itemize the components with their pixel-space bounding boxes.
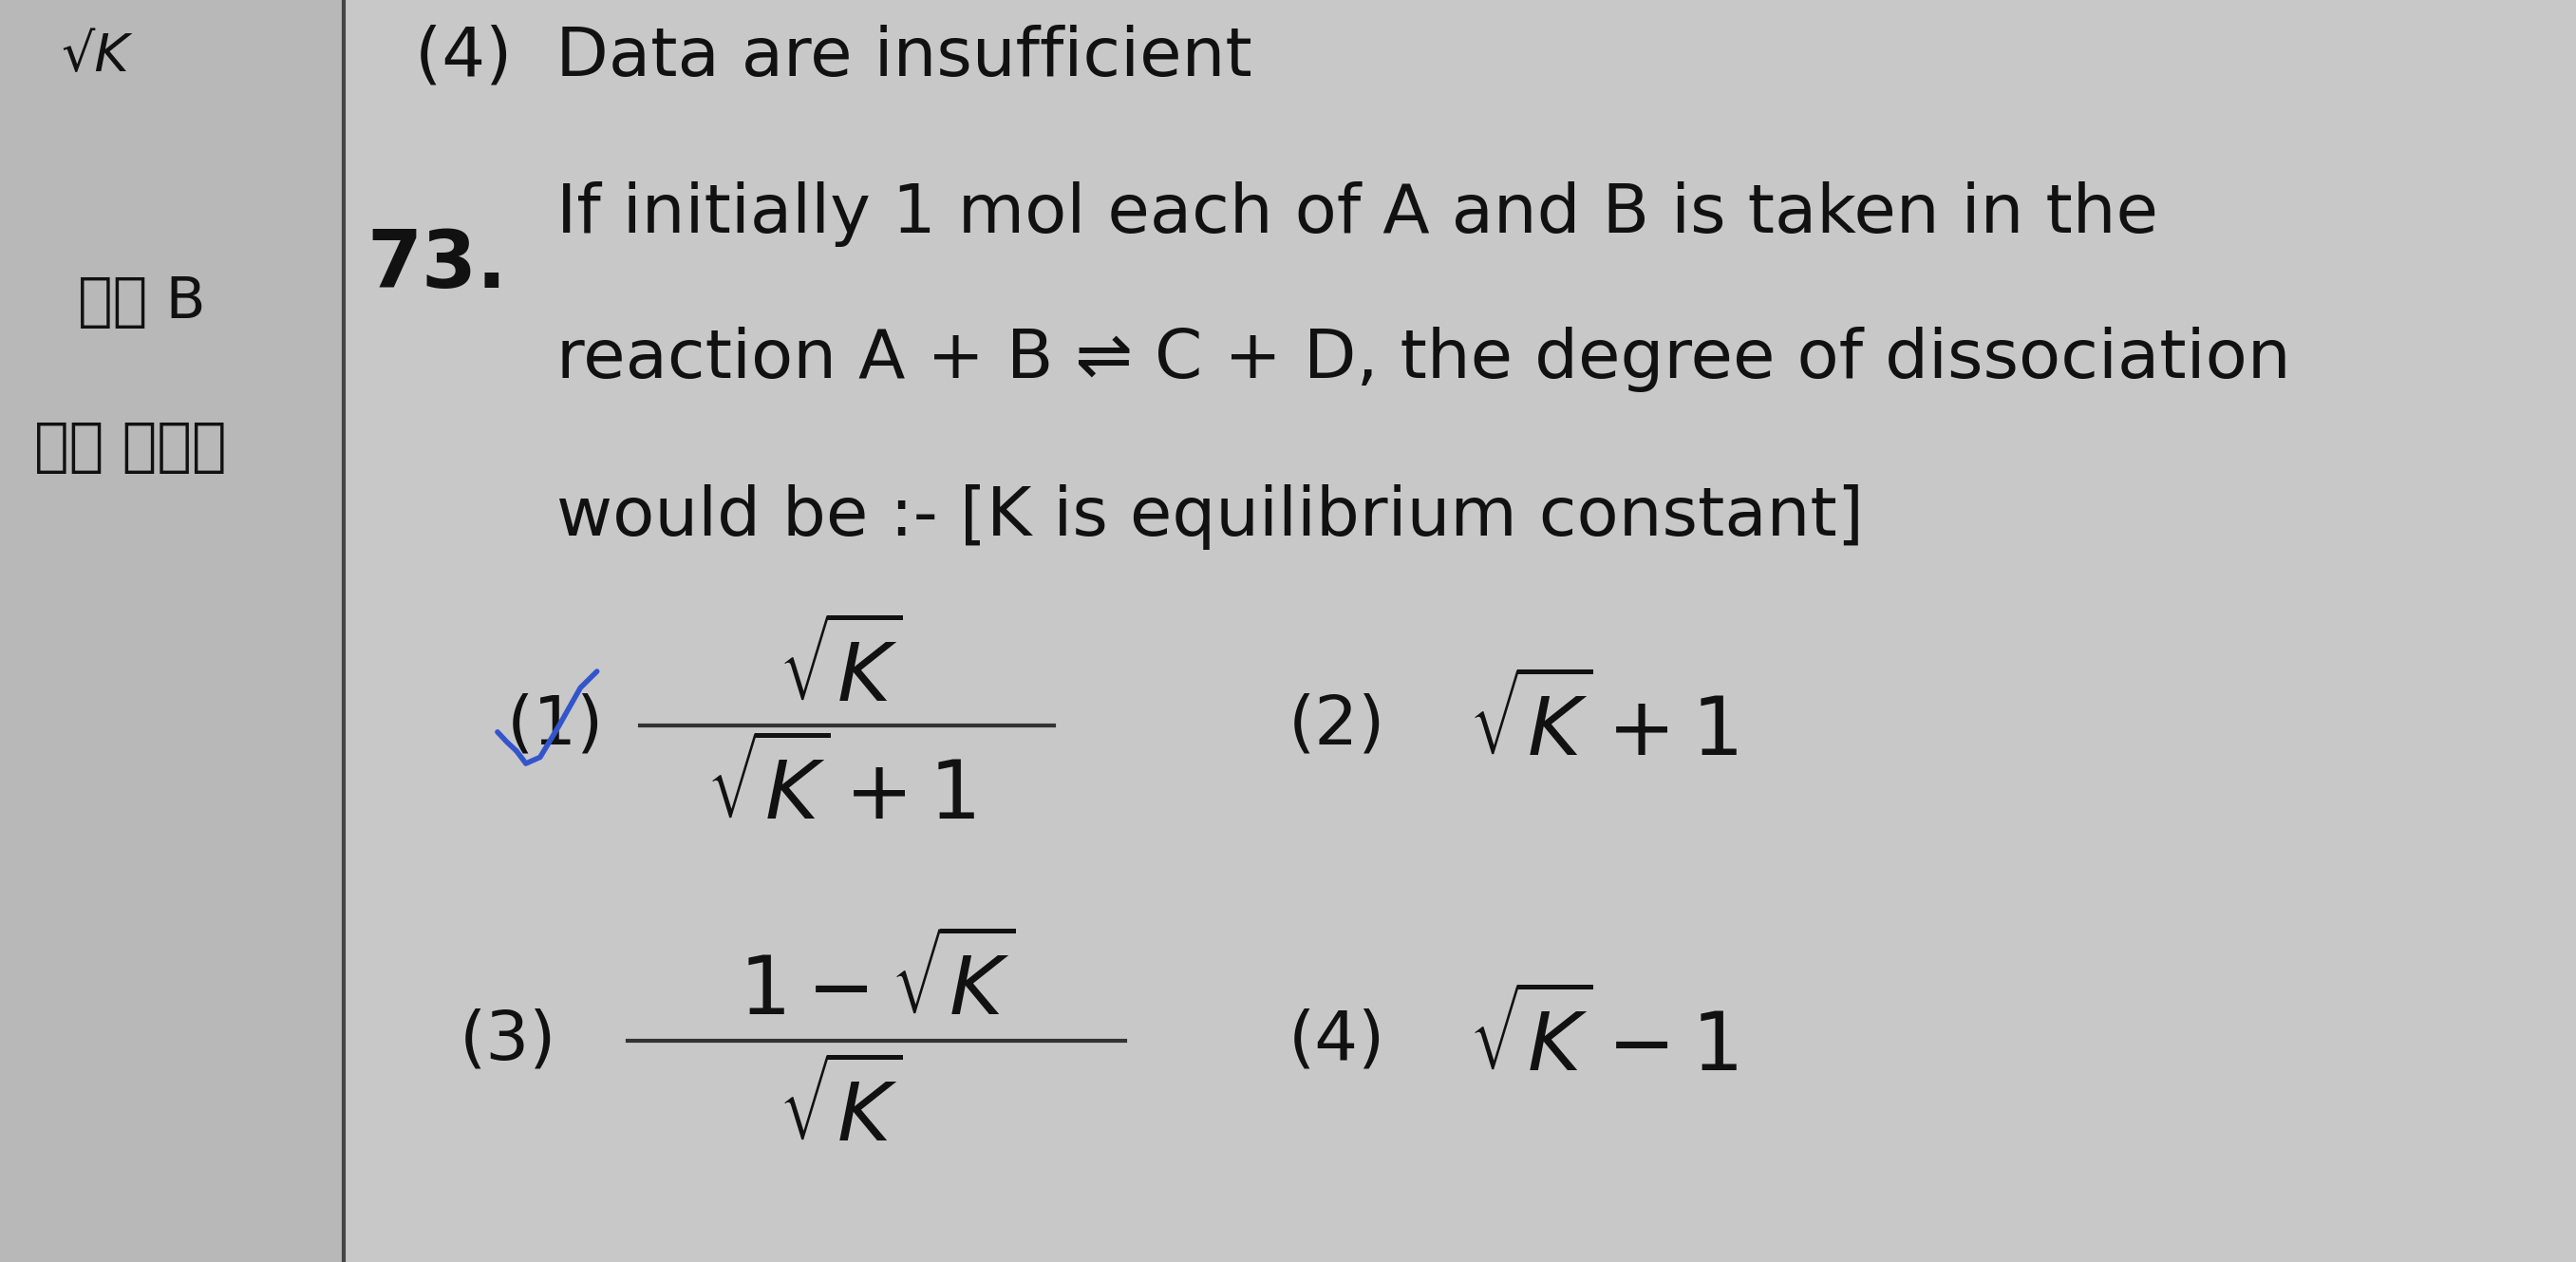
Text: ना मान: ना मान — [33, 420, 227, 476]
Text: $\sqrt{K}+1$: $\sqrt{K}+1$ — [706, 742, 976, 835]
Text: $\sqrt{K}+1$: $\sqrt{K}+1$ — [1468, 679, 1736, 772]
Text: था B: था B — [77, 275, 206, 331]
Text: 73.: 73. — [368, 227, 507, 303]
Text: (1): (1) — [507, 693, 603, 758]
Text: (4)  Data are insufficient: (4) Data are insufficient — [415, 24, 1252, 90]
Bar — [0, 0, 343, 1262]
Text: (2): (2) — [1288, 693, 1386, 758]
Text: $\sqrt{K}-1$: $\sqrt{K}-1$ — [1468, 994, 1736, 1088]
Text: reaction A + B ⇌ C + D, the degree of dissociation: reaction A + B ⇌ C + D, the degree of di… — [556, 327, 2290, 392]
Text: $1-\sqrt{K}$: $1-\sqrt{K}$ — [739, 938, 1015, 1031]
Text: (4): (4) — [1288, 1008, 1386, 1074]
Text: would be :- [K is equilibrium constant]: would be :- [K is equilibrium constant] — [556, 485, 1865, 550]
Text: If initially 1 mol each of A and B is taken in the: If initially 1 mol each of A and B is ta… — [556, 182, 2159, 247]
Text: $\sqrt{K}$: $\sqrt{K}$ — [778, 625, 904, 718]
Text: (3): (3) — [459, 1008, 556, 1074]
Text: √K: √K — [62, 32, 129, 82]
Text: $\sqrt{K}$: $\sqrt{K}$ — [778, 1064, 904, 1157]
